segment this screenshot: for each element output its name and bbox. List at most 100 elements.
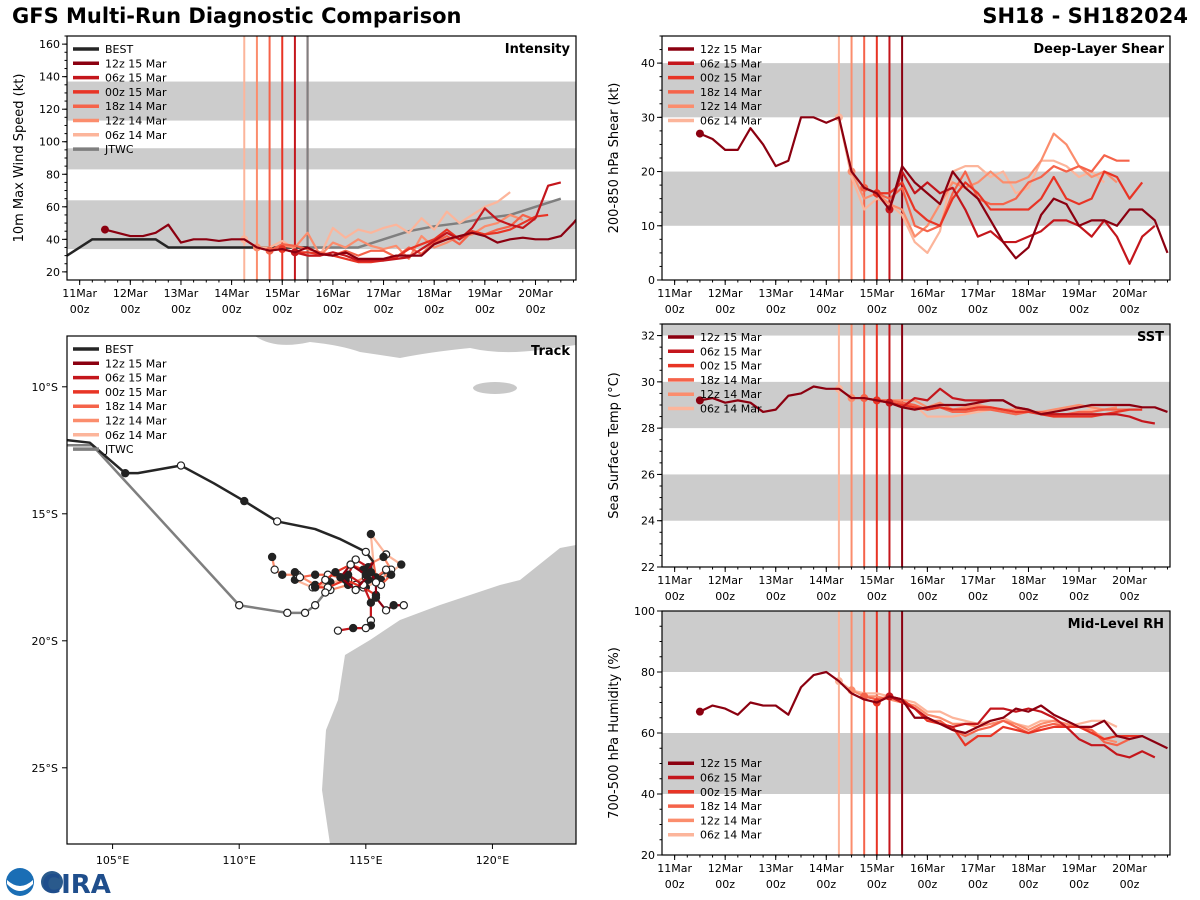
x-tick-label-hour: 00z [1019,878,1039,891]
y-tick-label: 20 [641,849,655,862]
x-tick-label: 18Mar [1011,574,1046,587]
legend-label: 12z 15 Mar [700,331,762,344]
track-point [399,601,409,610]
x-tick-label: 20Mar [1112,574,1147,587]
track-point [295,573,305,582]
x-tick-label-hour: 00z [171,303,191,316]
y-tick-label: 80 [46,168,60,181]
best-track-point [361,547,371,557]
y-tick-label: 100 [634,605,655,618]
y-tick-label: 25°S [32,762,58,775]
x-tick-label-hour: 00z [867,878,887,891]
best-track-point [176,461,186,470]
y-tick-label: 22 [641,561,655,574]
legend-label: 00z 15 Mar [700,72,762,85]
legend-label: 12z 15 Mar [700,757,762,770]
track-point [348,623,358,633]
legend-label: 06z 14 Mar [700,403,762,416]
x-tick-label: 17Mar [961,574,996,587]
x-tick-label-hour: 00z [526,303,546,316]
x-tick-label: 16Mar [910,862,945,875]
x-tick-label: 18Mar [1011,287,1046,300]
legend-label: 12z 14 Mar [700,388,762,401]
x-tick-label-hour: 00z [917,303,937,316]
series-line [851,689,1118,744]
x-tick-label-hour: 00z [766,878,786,891]
series-line [876,695,1143,747]
shear-chart: 0 10 20 30 40 11Mar 00z 12Mar 00z 13Mar 00z 14Mar 00… [607,35,1171,316]
plot-area [67,36,576,280]
legend-label: 06z 14 Mar [700,115,762,128]
y-tick-label: 120 [39,103,60,116]
jtwc-track-point [234,601,244,610]
track-point [343,570,353,579]
threshold-band [662,63,1170,118]
y-tick-label: 0 [648,274,655,287]
y-tick-label: 40 [46,233,60,246]
x-tick-label: 12Mar [708,287,743,300]
track-point [290,568,300,577]
x-tick-label: 12Mar [113,287,148,300]
legend-label: 12z 15 Mar [105,57,167,70]
panel-title: Deep-Layer Shear [1033,42,1164,57]
x-tick-label-hour: 00z [120,303,140,316]
x-tick-label: 19Mar [1062,287,1097,300]
series-line [876,170,1144,227]
rh-chart: 20 40 60 80 100 11Mar 00z 12Mar 00z 13Mar 00z 14Mar… [607,605,1171,891]
x-tick-label: 16Mar [910,287,945,300]
series-line [863,154,1130,233]
y-tick-label: 10°S [32,381,58,394]
best-track-point [272,517,282,526]
legend-label: BEST [105,43,133,56]
x-tick-label-hour: 00z [665,590,685,603]
legend-label: 18z 14 Mar [700,800,762,813]
track-point [381,565,391,574]
threshold-band [662,171,1170,226]
track-point [366,529,376,539]
y-axis-label: 200-850 hPa Shear (kt) [607,83,622,234]
track-point [366,568,376,577]
y-axis-label: 700-500 hPa Humidity (%) [607,647,622,819]
y-tick-label: 160 [39,38,60,51]
series-line [838,680,1118,729]
x-tick-label-hour: 00z [1069,303,1089,316]
threshold-band [67,81,576,121]
x-tick-label-hour: 00z [665,303,685,316]
track-point [310,570,320,579]
track-point [381,606,391,615]
series-line [888,170,1156,265]
plot-area [662,324,1170,567]
plot-area [662,36,1170,280]
threshold-band [67,148,576,170]
series-line [699,670,1168,750]
legend-label: 18z 14 Mar [700,86,762,99]
x-tick-label: 14Mar [214,287,249,300]
map-frame [66,335,577,845]
series-line [256,213,524,260]
y-tick-label: 30 [641,376,655,389]
legend-label: 12z 14 Mar [700,100,762,113]
y-tick-label: 140 [39,71,60,84]
x-tick-label-hour: 00z [766,590,786,603]
x-tick-label: 11Mar [657,862,692,875]
x-tick-label-hour: 00z [1120,590,1140,603]
x-tick-label: 15Mar [859,287,894,300]
series-line [104,219,576,260]
plot-area [662,611,1170,855]
series-init-marker [695,396,704,405]
x-tick-label-hour: 00z [1019,590,1039,603]
y-tick-label: 24 [641,515,655,528]
legend-label: 12z 15 Mar [700,43,762,56]
legend-label: 06z 15 Mar [700,772,762,785]
x-tick-label-hour: 00z [1019,303,1039,316]
series-init-marker [695,129,704,138]
legend-label: BEST [105,343,133,356]
legend-label: 00z 15 Mar [700,786,762,799]
x-tick-label-hour: 00z [867,590,887,603]
x-tick-label-hour: 00z [70,303,90,316]
track-point [346,560,355,569]
panel-title: Mid-Level RH [1068,617,1164,632]
